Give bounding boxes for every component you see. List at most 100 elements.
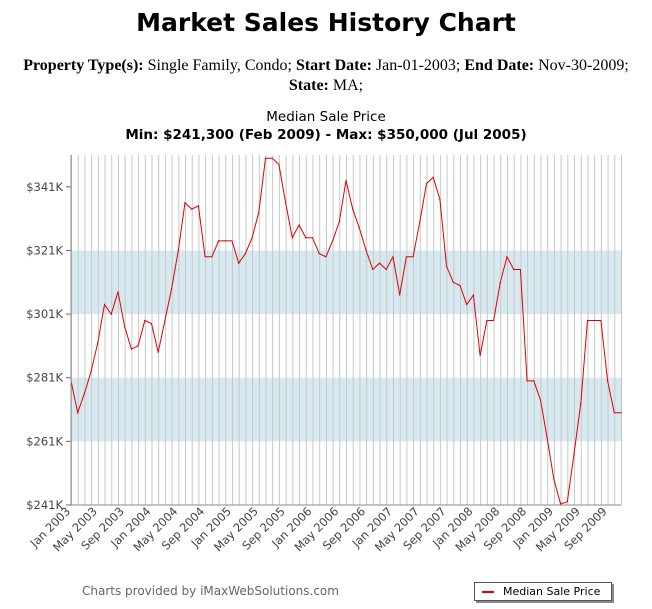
y-tick-label: $321K <box>26 243 63 257</box>
chart-legend: Median Sale Price <box>474 582 612 601</box>
data-point <box>305 237 307 239</box>
data-point <box>184 202 186 204</box>
y-tick-label: $261K <box>26 434 63 448</box>
data-point <box>472 294 475 296</box>
data-point <box>613 412 615 414</box>
data-point <box>539 399 542 401</box>
data-point <box>553 478 555 481</box>
data-point <box>144 319 146 322</box>
data-point <box>466 303 468 306</box>
data-point <box>258 211 260 213</box>
data-point <box>358 227 361 229</box>
data-point <box>124 326 126 328</box>
data-point <box>157 351 159 353</box>
data-point <box>117 291 119 293</box>
data-point <box>533 380 535 382</box>
data-point <box>419 221 421 223</box>
data-point <box>506 256 508 258</box>
data-point <box>271 157 273 159</box>
property-type-value: Single Family, Condo; <box>147 57 292 74</box>
data-point <box>197 205 200 207</box>
footer-credit: Charts provided by iMaxWebSolutions.com <box>82 584 339 598</box>
data-point <box>164 319 166 322</box>
y-tick-label: $241K <box>26 498 63 512</box>
data-point <box>278 163 280 166</box>
data-point <box>345 179 347 182</box>
data-point <box>352 208 354 210</box>
data-point <box>285 202 287 204</box>
data-point <box>479 354 481 357</box>
data-point <box>244 253 246 255</box>
data-point <box>137 345 139 347</box>
data-point <box>439 198 441 201</box>
page-title: Market Sales History Chart <box>136 8 516 37</box>
data-point <box>573 453 575 455</box>
data-point <box>580 402 582 404</box>
data-point <box>365 249 367 252</box>
legend-label: Median Sale Price <box>503 585 601 598</box>
data-point <box>600 319 602 322</box>
data-point <box>372 268 374 271</box>
data-point <box>593 319 595 322</box>
data-point <box>385 268 387 271</box>
data-point <box>97 342 99 344</box>
data-point <box>264 157 267 159</box>
data-point <box>432 176 434 178</box>
data-point <box>499 281 501 283</box>
data-point <box>224 240 226 242</box>
data-point <box>446 265 448 267</box>
data-point <box>238 262 240 264</box>
data-point <box>519 268 521 271</box>
start-date-value: Jan-01-2003; <box>375 57 461 74</box>
data-point <box>311 237 314 239</box>
data-point <box>90 370 92 372</box>
data-point <box>560 503 562 505</box>
data-point <box>325 256 327 258</box>
data-point <box>291 237 293 239</box>
data-point <box>412 256 414 258</box>
data-point <box>191 208 193 210</box>
data-point <box>405 256 407 258</box>
data-point <box>526 380 528 382</box>
data-point <box>331 240 334 242</box>
data-point <box>103 303 106 306</box>
data-point <box>378 262 381 264</box>
data-point <box>452 281 454 283</box>
search-criteria: Property Type(s): Single Family, Condo; … <box>20 56 632 96</box>
data-point <box>566 501 568 503</box>
y-tick-label: $341K <box>26 180 63 194</box>
end-date-value: Nov-30-2009; <box>538 57 629 74</box>
data-point <box>399 294 401 296</box>
state-value: MA; <box>332 77 364 94</box>
data-point <box>77 412 79 414</box>
chart-title: Median Sale Price <box>266 109 386 125</box>
data-point <box>338 221 340 223</box>
data-point <box>620 412 622 414</box>
data-point <box>298 224 300 226</box>
data-point <box>110 313 112 315</box>
chart-subtitle: Min: $241,300 (Feb 2009) - Max: $350,000… <box>125 127 527 143</box>
data-point <box>177 249 179 252</box>
data-point <box>83 393 86 395</box>
start-date-label: Start Date: <box>295 57 372 74</box>
data-point <box>318 253 320 255</box>
data-point <box>486 319 488 322</box>
data-point <box>251 237 253 239</box>
data-point <box>130 348 132 350</box>
data-point <box>171 288 173 290</box>
data-point <box>392 256 394 258</box>
data-point <box>492 319 495 322</box>
y-tick-label: $301K <box>26 307 63 321</box>
data-point <box>204 256 206 258</box>
data-point <box>425 183 428 185</box>
data-point <box>513 268 515 271</box>
end-date-label: End Date: <box>464 57 535 74</box>
data-point <box>217 240 220 242</box>
data-point <box>586 319 589 322</box>
data-point <box>211 256 213 258</box>
property-type-label: Property Type(s): <box>23 57 144 74</box>
data-point <box>459 284 461 287</box>
data-point <box>231 240 233 242</box>
legend-swatch <box>482 591 494 593</box>
